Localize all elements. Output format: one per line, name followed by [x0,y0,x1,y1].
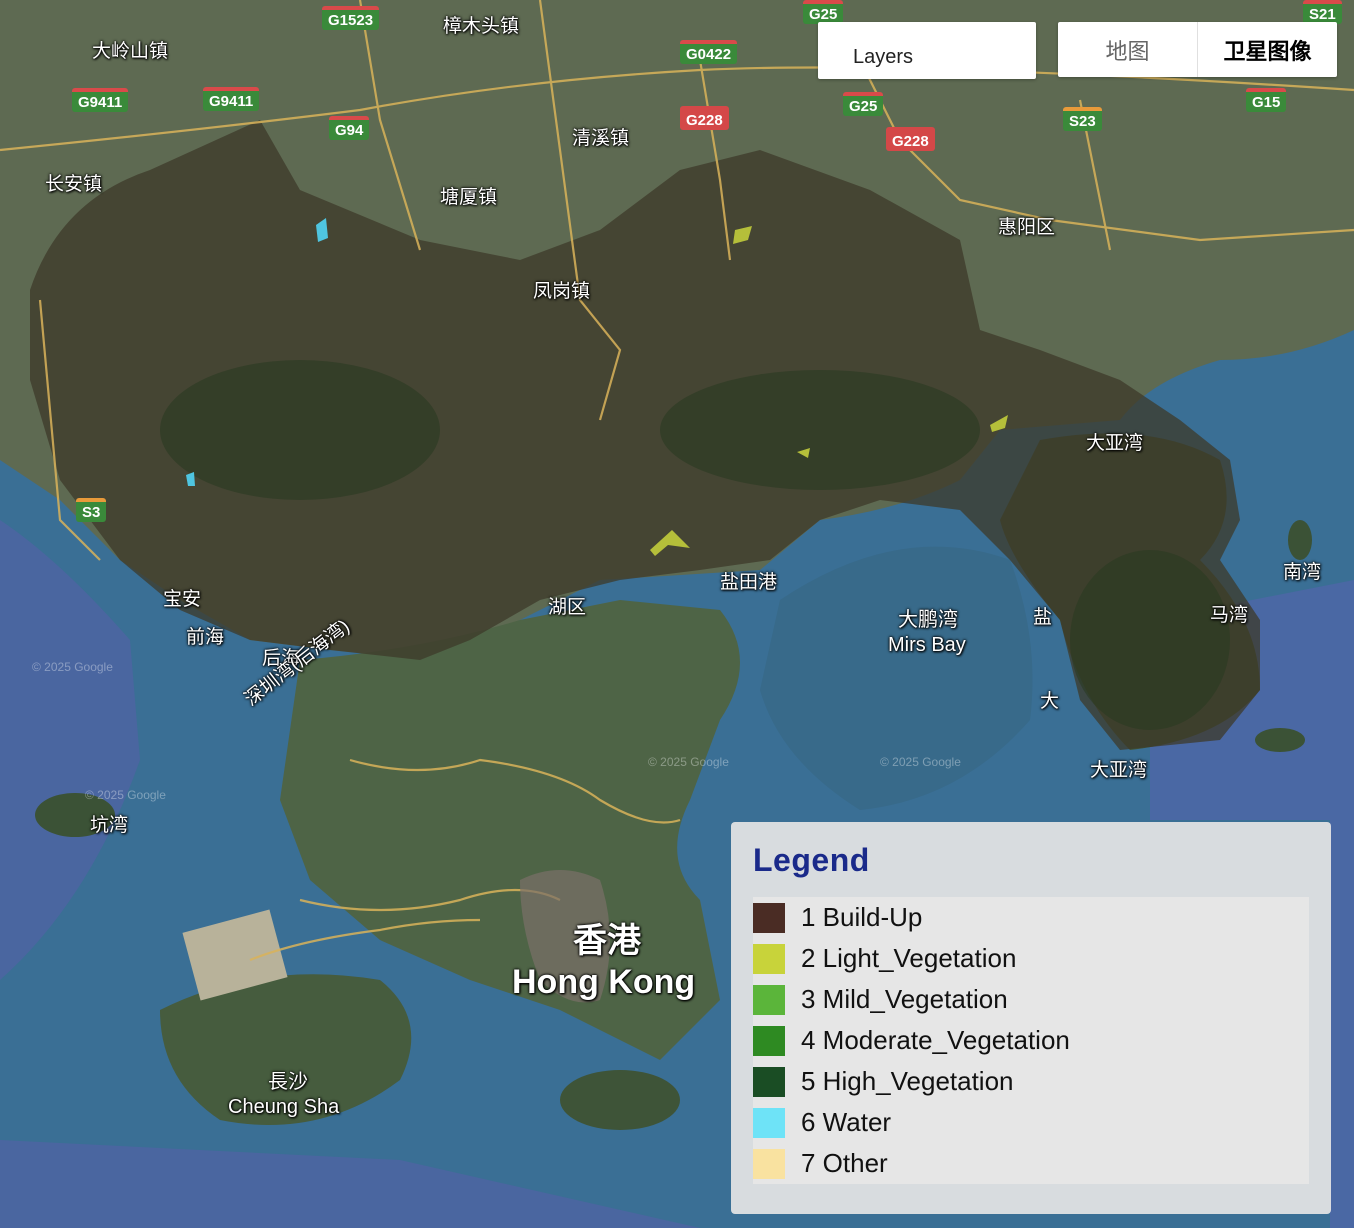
highway-shield: S21 [1303,0,1342,24]
map-type-map-button[interactable]: 地图 [1105,38,1150,64]
legend-swatch [753,1148,785,1179]
legend-swatch [753,1025,785,1056]
highway-shield: G228 [886,127,935,151]
place-label: 前海 [186,627,225,648]
light-vegetation-patch [990,415,1008,432]
legend-swatch [753,1066,785,1097]
legend-label: 5 High_Vegetation [801,1066,1014,1096]
light-vegetation-patch [733,226,752,244]
bay-label: 大鹏湾 [898,609,958,631]
map-watermark: © 2025 Google [85,788,166,802]
island [1255,728,1305,752]
island [1288,520,1312,560]
place-label: 马湾 [1210,605,1249,626]
airport [182,909,288,1001]
highway-shield: G25 [803,0,844,24]
highway-shield: G9411 [203,87,260,111]
place-label: 惠阳区 [998,217,1056,238]
place-label: 宝安 [163,589,202,610]
legend-title: Legend [753,842,870,878]
map-type-control[interactable]: 地图 卫星图像 [1058,22,1337,77]
water-patch [316,218,328,242]
place-label: 清溪镇 [572,128,630,149]
highway-shield: G9411 [72,88,129,112]
legend-label: 1 Build-Up [801,902,923,932]
place-label: 湖区 [548,597,587,618]
hong-kong-land [280,600,740,1060]
highway-shield: G94 [329,116,370,140]
water-patch [186,472,195,486]
classification-overlay [30,120,1260,750]
map-watermark: © 2025 Google [880,755,961,769]
bay-water [760,546,1033,810]
legend-label: 3 Mild_Vegetation [801,984,1008,1014]
legend-item: 2 Light_Vegetation [753,938,1309,979]
highway-shield: G228 [680,106,729,130]
place-label: 大亚湾 [1086,433,1144,454]
light-vegetation-patch [650,530,690,556]
city-label-hong-kong: Hong Kong [512,963,696,1001]
bay-label: Mirs Bay [888,634,966,656]
legend-item: 1 Build-Up [753,897,1309,938]
legend-swatch [753,1107,785,1138]
forest-patch [160,360,440,500]
place-label: 大 [1040,691,1060,712]
place-label: 南湾 [1283,562,1322,583]
legend-swatch [753,943,785,974]
legend-swatch [753,902,785,933]
layers-label: Layers [853,46,914,68]
highway-shield: G0422 [680,40,738,64]
legend-item: 3 Mild_Vegetation [753,979,1309,1020]
legend-label: 6 Water [801,1107,892,1137]
highway-shield: G15 [1246,88,1287,112]
legend-item: 5 High_Vegetation [753,1061,1309,1102]
map-watermark: © 2025 Google [32,660,113,674]
place-label: 盐田港 [720,572,778,593]
layers-control[interactable]: Layers [818,22,1036,79]
highway-shield: S23 [1063,107,1102,131]
lantau-island [160,974,412,1125]
legend-label: 7 Other [801,1148,888,1178]
island [35,793,115,837]
legend-label: 2 Light_Vegetation [801,943,1017,973]
light-vegetation-patch [797,448,810,458]
legend-label: 4 Moderate_Vegetation [801,1025,1070,1055]
highway-shield: G25 [843,92,884,116]
place-label: 后海 [262,648,301,669]
place-label: 盐 [1033,607,1053,628]
place-label: 塘厦镇 [440,187,498,208]
open-sea [0,520,140,980]
legend-panel: Legend 1 Build-Up 2 Light_Vegetation 3 Mil… [731,822,1331,1214]
bay-label: Cheung Sha [228,1096,340,1118]
legend-item: 4 Moderate_Vegetation [753,1020,1309,1061]
map-watermark: © 2025 Google [648,755,729,769]
bay-label: 長沙 [268,1071,308,1093]
place-label: 坑湾 [90,815,129,836]
legend-item: 6 Water [753,1102,1309,1143]
city-label-hong-kong: 香港 [573,922,641,960]
forest-patch [660,370,980,490]
legend-swatch [753,984,785,1015]
south-sea [0,1140,700,1228]
legend-list: 1 Build-Up 2 Light_Vegetation 3 Mild_Veget… [753,897,1309,1184]
place-label: 大亚湾 [1090,760,1148,781]
place-label: 樟木头镇 [443,16,520,37]
forest-patch [1070,550,1230,730]
place-label: 凤岗镇 [533,281,591,302]
highway-shield: S3 [76,498,107,522]
place-label: 大岭山镇 [92,41,169,62]
island [560,1070,680,1130]
place-label: 长安镇 [45,174,103,195]
highway-shield: G1523 [322,6,380,30]
legend-item: 7 Other [753,1143,1309,1184]
map-type-satellite-button[interactable]: 卫星图像 [1197,22,1337,77]
hk-urban-core [520,870,610,1003]
